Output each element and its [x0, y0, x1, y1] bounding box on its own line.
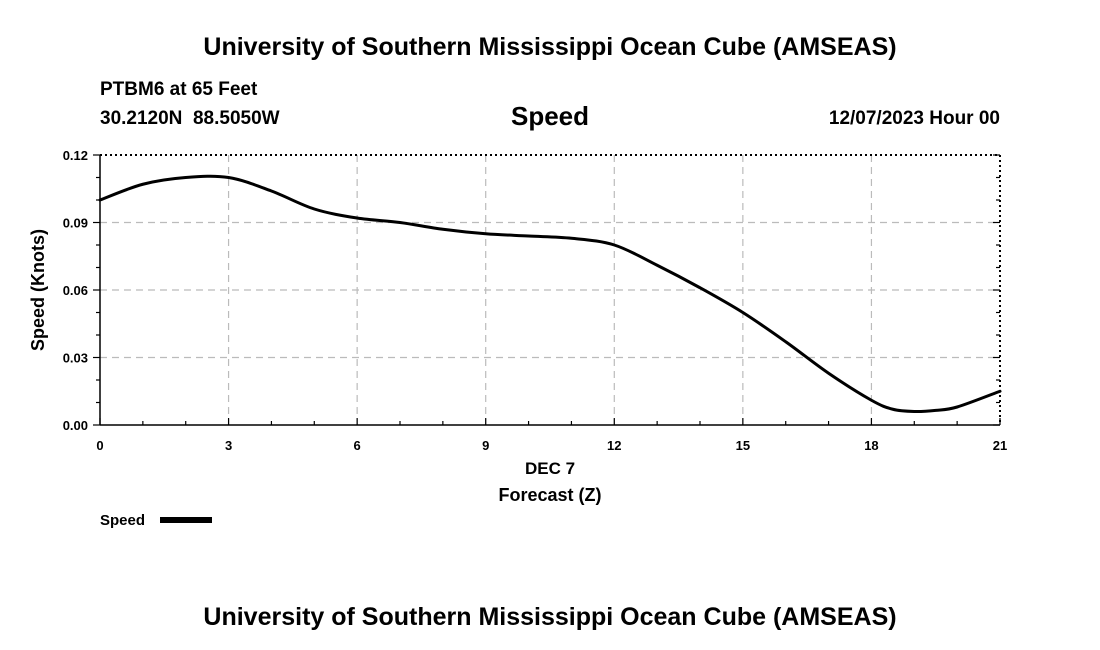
y-tick-label-1: 0.03 — [63, 351, 88, 366]
y-tick-label-2: 0.06 — [63, 283, 88, 298]
x-tick-label-15: 15 — [736, 438, 750, 453]
legend-swatch-speed — [160, 517, 212, 523]
datetime-label: 12/07/2023 Hour 00 — [829, 108, 1000, 129]
x-tick-label-12: 12 — [607, 438, 621, 453]
chart-title: Speed — [511, 101, 589, 131]
x-axis-date-label: DEC 7 — [525, 459, 575, 478]
series-line-speed — [98, 174, 1002, 414]
x-tick-label-18: 18 — [864, 438, 878, 453]
x-tick-label-3: 3 — [225, 438, 232, 453]
main-title: University of Southern Mississippi Ocean… — [203, 33, 896, 61]
series-layer — [98, 174, 1002, 414]
y-tick-label-4: 0.12 — [63, 148, 88, 163]
coordinates-label: 30.2120N 88.5050W — [100, 108, 280, 129]
legend-label-speed: Speed — [100, 512, 145, 529]
x-tick-label-9: 9 — [482, 438, 489, 453]
x-tick-label-6: 6 — [354, 438, 361, 453]
x-axis-label: Forecast (Z) — [498, 485, 601, 505]
y-axis-label: Speed (Knots) — [28, 229, 48, 351]
legend: Speed — [100, 512, 212, 529]
grid-layer — [100, 155, 1000, 425]
footer-title: University of Southern Mississippi Ocean… — [203, 603, 896, 631]
y-tick-label-3: 0.09 — [63, 216, 88, 231]
station-label: PTBM6 at 65 Feet — [100, 79, 258, 100]
y-tick-label-0: 0.00 — [63, 418, 88, 433]
x-tick-label-0: 0 — [96, 438, 103, 453]
x-tick-label-21: 21 — [993, 438, 1007, 453]
tick-layer: 0 3 6 9 12 15 18 21 0.00 0.03 0.06 0.09 0.12 — [63, 148, 1008, 453]
